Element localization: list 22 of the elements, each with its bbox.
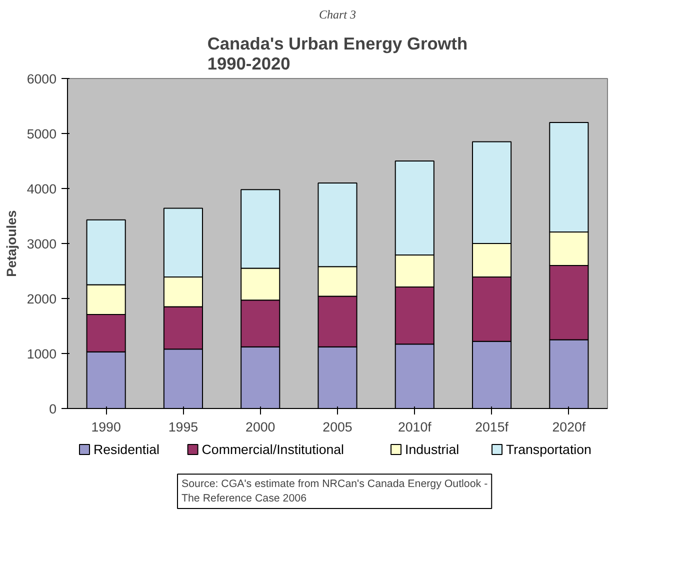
y-tick-label: 1000 bbox=[26, 346, 57, 362]
y-tick-label: 6000 bbox=[26, 72, 57, 86]
x-tick-label: 2000 bbox=[246, 420, 276, 434]
y-tick-label: 0 bbox=[49, 402, 57, 416]
x-tick-label: 2005 bbox=[322, 420, 352, 434]
legend-label: Transportation bbox=[506, 442, 592, 457]
y-axis-title: Petajoules bbox=[4, 210, 19, 277]
y-tick-label: 5000 bbox=[26, 126, 57, 142]
y-tick-label: 2000 bbox=[26, 292, 57, 306]
legend-label: Industrial bbox=[405, 442, 460, 457]
caption: Chart 3 bbox=[318, 8, 356, 22]
x-tick-label: 1990 bbox=[91, 420, 121, 434]
x-tick-label: 2015f bbox=[475, 420, 509, 434]
legend-label: Residential bbox=[94, 442, 160, 457]
x-tick-label: 2020f bbox=[552, 420, 586, 434]
x-tick-label: 1995 bbox=[168, 420, 198, 434]
chart-title: Canada's Urban Energy Growth 1990-2020 bbox=[207, 34, 468, 74]
legend-label: Commercial/Institutional bbox=[202, 442, 344, 457]
y-tick-label: 3000 bbox=[26, 236, 57, 252]
source-note: Source: CGA's estimate from NRCan's Canada Energy Outlook - The Reference Case 2006 bbox=[182, 478, 488, 504]
y-tick-label: 4000 bbox=[26, 182, 57, 196]
x-tick-label: 2010f bbox=[398, 420, 432, 434]
